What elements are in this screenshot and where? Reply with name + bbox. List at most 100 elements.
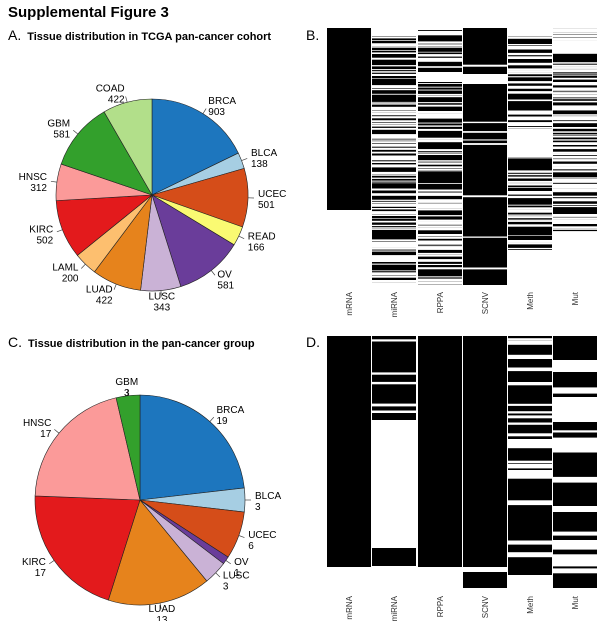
heatmap-gap: [372, 246, 416, 248]
heatmap-gap: [553, 444, 597, 448]
heatmap-gap: [372, 283, 416, 285]
heatmap-gap: [553, 560, 597, 567]
heatmap-gap: [553, 164, 597, 167]
heatmap-gap: [553, 108, 597, 111]
pie-slice-gbm: [115, 394, 141, 501]
heatmap-gap: [372, 87, 416, 89]
heatmap-gap: [553, 135, 597, 138]
heatmap-gap: [553, 191, 597, 193]
heatmap-gap: [372, 224, 416, 227]
heatmap-gap: [508, 132, 552, 156]
heatmap-gap: [418, 102, 462, 104]
heatmap-gap: [553, 160, 597, 162]
heatmap-gap: [553, 116, 597, 118]
heatmap-gap: [372, 101, 416, 103]
heatmap-gap: [508, 403, 552, 406]
pie-value-kirc: 502: [37, 235, 54, 246]
panel-b-label: B.: [306, 27, 320, 43]
heatmap-column-mrna: mRNA: [327, 336, 371, 620]
heatmap-gap: [418, 240, 462, 243]
pie-label-luad: LUAD: [149, 604, 176, 615]
heatmap-gap: [508, 204, 552, 206]
heatmap-gap: [372, 43, 416, 45]
heatmap-gap: [553, 48, 597, 50]
heatmap-gap: [553, 199, 597, 202]
heatmap-gap: [372, 144, 416, 147]
heatmap-gap: [418, 199, 462, 202]
heatmap-gap: [372, 208, 416, 210]
heatmap-gap: [372, 241, 416, 243]
heatmap-cell-block: [327, 336, 371, 567]
heatmap-gap: [553, 446, 597, 453]
pie-value-laml: 200: [62, 273, 79, 284]
pie-label-lusc: LUSC: [148, 292, 175, 303]
pie-label-ov: OV: [217, 269, 232, 280]
heatmap-cell-block: [553, 336, 597, 588]
heatmap-gap: [372, 239, 416, 242]
heatmap-gap: [372, 65, 416, 67]
pie-slice-gbm: [60, 111, 153, 196]
pie-chart-a: BRCA903BLCA138UCEC501READ166OV581LUSC343…: [19, 84, 287, 314]
heatmap-gap: [508, 433, 552, 437]
heatmap-gap: [418, 263, 462, 265]
heatmap-gap: [418, 246, 462, 248]
heatmap-gap: [553, 100, 597, 103]
heatmap-gap: [372, 242, 416, 244]
heatmap-gap: [372, 46, 416, 48]
heatmap-gap: [372, 69, 416, 71]
heatmap-gap: [372, 52, 416, 54]
heatmap-gap: [553, 73, 597, 75]
heatmap-gap: [463, 195, 507, 198]
heatmap-gap: [372, 227, 416, 229]
heatmap-gap: [508, 552, 552, 558]
heatmap-gap: [553, 157, 597, 159]
heatmap-gap: [372, 189, 416, 191]
heatmap-gap: [372, 127, 416, 130]
heatmap-gap: [508, 367, 552, 372]
heatmap-gap: [418, 190, 462, 192]
heatmap-gap: [418, 83, 462, 84]
heatmap-gap: [508, 173, 552, 175]
heatmap-gap: [553, 223, 597, 224]
heatmap-gap: [372, 211, 416, 214]
heatmap-gap: [372, 220, 416, 223]
heatmap-gap: [372, 403, 416, 407]
heatmap-gap: [553, 153, 597, 156]
panel-a-label: A.: [8, 27, 22, 43]
pie-value-ov: 1: [234, 568, 240, 579]
panel-a-title-text: Tissue distribution in TCGA pan-cancer c…: [27, 31, 272, 43]
heatmap-column-label-scnv: SCNV: [481, 595, 490, 618]
heatmap-column-label-meth: Meth: [526, 292, 535, 310]
heatmap-gap: [553, 168, 597, 170]
pie-leader-ov: [225, 560, 231, 565]
heatmap-gap: [553, 214, 597, 216]
heatmap-column-mirna: miRNA: [372, 336, 416, 621]
heatmap-gap: [372, 212, 416, 215]
heatmap-gap: [508, 463, 552, 469]
heatmap-gap: [372, 142, 416, 144]
heatmap-gap: [553, 170, 597, 172]
heatmap-gap: [553, 42, 597, 46]
heatmap-gap: [508, 128, 552, 131]
heatmap-gap: [553, 41, 597, 43]
heatmap-gap: [553, 131, 597, 133]
pie-label-ov: OV: [234, 557, 249, 568]
heatmap-cell-block: [463, 28, 507, 285]
heatmap-gap: [372, 272, 416, 273]
pie-label-coad: COAD: [96, 84, 125, 95]
heatmap-gap: [372, 50, 416, 51]
heatmap-gap: [508, 242, 552, 245]
heatmap-gap: [508, 247, 552, 250]
heatmap-gap: [372, 89, 416, 91]
pie-leader-ov: [210, 270, 216, 276]
heatmap-gap: [372, 57, 416, 60]
heatmap-gap: [418, 89, 462, 91]
heatmap-gap: [372, 180, 416, 182]
heatmap-gap: [553, 540, 597, 546]
heatmap-gap: [372, 85, 416, 87]
heatmap-gap: [418, 201, 462, 203]
heatmap-gap: [553, 544, 597, 550]
heatmap-gap: [553, 79, 597, 80]
panel-d-label: D.: [306, 334, 320, 350]
pie-leader-laml: [81, 263, 86, 269]
